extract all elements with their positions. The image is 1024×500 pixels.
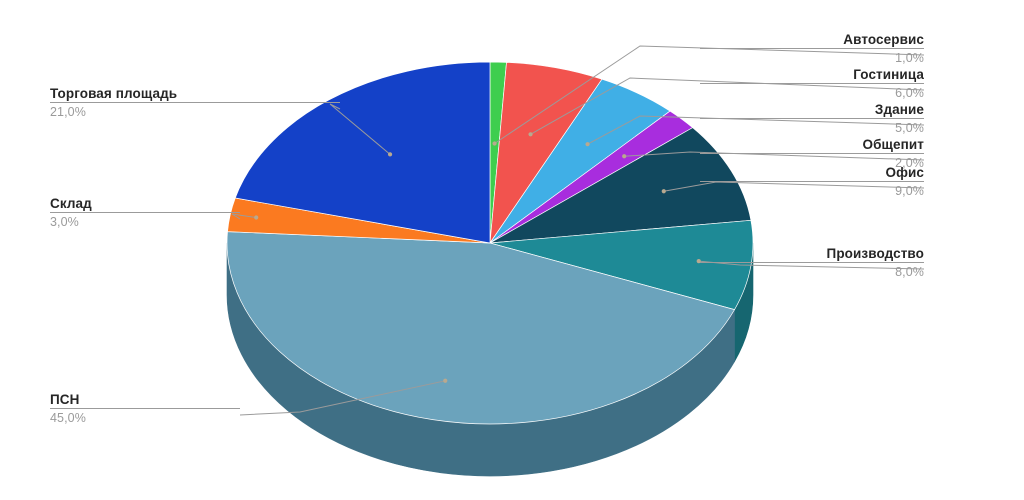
callout-psn-name: ПСН [50,392,80,407]
leader-line [587,115,925,145]
leader-anchor-dot [254,215,259,220]
callout-sklad-rule [50,212,240,213]
callout-sklad[interactable]: Склад 3,0% [50,196,240,230]
callout-obshchepit[interactable]: Общепит 2,0% [700,137,924,171]
callout-obshchepit-value: 2,0% [895,156,924,170]
leader-anchor-dot [387,152,393,157]
callout-proizvodstvo-value: 8,0% [895,265,924,279]
leader-anchor-dot [492,141,497,146]
leader-anchor-dot [528,132,533,137]
callout-avtoservis[interactable]: Автосервис 1,0% [700,32,924,66]
leader-line [239,380,446,416]
callout-avtoservis-value: 1,0% [895,51,924,65]
callout-obshchepit-rule [700,153,924,154]
leader-line [494,45,925,144]
callout-zdanie-rule [700,118,924,119]
callout-ofis-value: 9,0% [895,184,924,198]
callout-torgovaya-rule [50,102,340,103]
leader-line [231,213,257,220]
callout-zdanie-value: 5,0% [895,121,924,135]
callout-zdanie[interactable]: Здание 5,0% [700,102,924,136]
callout-psn[interactable]: ПСН 45,0% [50,392,240,426]
leader-line [329,103,391,155]
leader-line [530,77,925,135]
callout-gostinica[interactable]: Гостиница 6,0% [700,67,924,101]
pie-slice [234,61,491,244]
leader-anchor-dot [622,154,627,159]
callout-ofis-name: Офис [885,165,924,180]
callout-obshchepit-name: Общепит [862,137,924,152]
callout-gostinica-name: Гостиница [853,67,924,82]
callout-torgovaya-name: Торговая площадь [50,86,178,101]
callout-avtoservis-name: Автосервис [843,32,924,47]
callout-ofis-rule [700,181,924,182]
leader-anchor-dot [696,259,701,264]
callout-proizvodstvo-name: Производство [826,246,924,261]
callout-ofis[interactable]: Офис 9,0% [700,165,924,199]
leader-anchor-dot [661,189,666,194]
callout-torgovaya-value: 21,0% [50,105,86,119]
callout-sklad-name: Склад [50,196,92,211]
leader-line [663,181,925,192]
leader-lines-group [231,45,925,416]
pie-slice [489,127,752,244]
leader-anchor-dot [443,378,448,383]
callout-sklad-value: 3,0% [50,215,79,229]
callout-torgovaya[interactable]: Торговая площадь 21,0% [50,86,340,120]
leader-line [624,151,925,161]
callout-proizvodstvo[interactable]: Производство 8,0% [700,246,924,280]
callout-psn-rule [50,408,240,409]
callout-avtoservis-rule [700,48,924,49]
callout-gostinica-value: 6,0% [895,86,924,100]
leader-anchor-dot [585,142,590,147]
callout-proizvodstvo-rule [700,262,924,263]
pie-slices-group [226,61,754,477]
pie-slice [226,231,736,425]
callout-gostinica-rule [700,83,924,84]
callout-psn-value: 45,0% [50,411,86,425]
callout-zdanie-name: Здание [874,102,924,117]
